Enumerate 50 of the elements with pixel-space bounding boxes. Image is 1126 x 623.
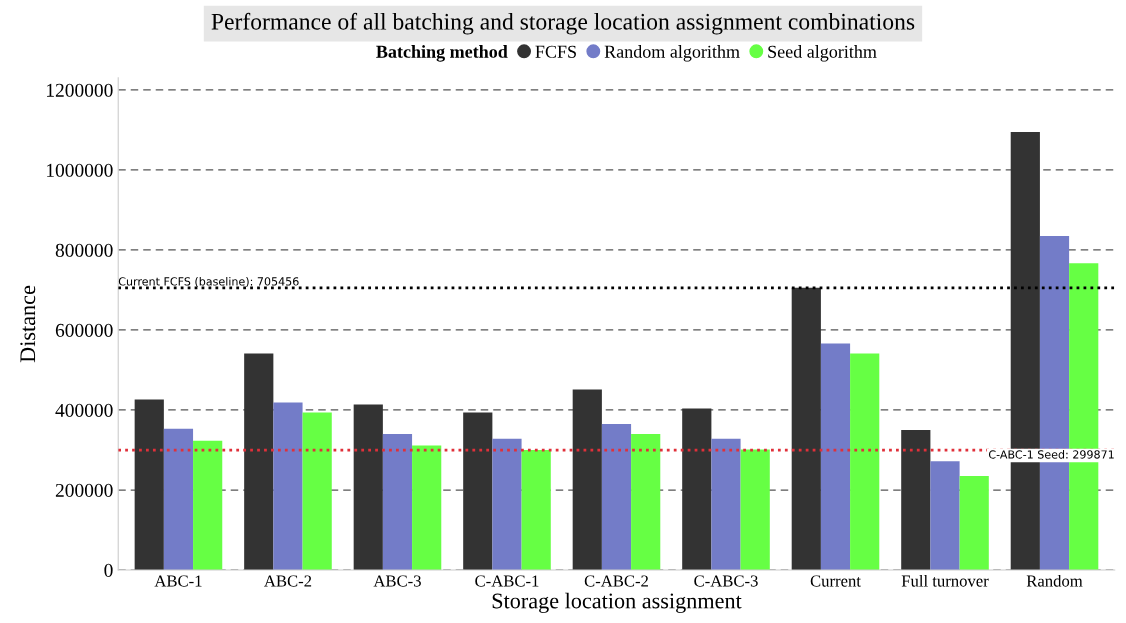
- bar: [412, 445, 442, 571]
- bar: [492, 438, 522, 571]
- bar: [353, 404, 383, 571]
- chart-title: Performance of all batching and storage location assignment combinations: [211, 12, 915, 35]
- y-tick-label: 400000: [55, 403, 113, 417]
- bar: [791, 287, 821, 571]
- ref-line-label: Current FCFS (baseline): 705456: [118, 277, 299, 287]
- y-axis-title: Distance: [20, 285, 36, 363]
- bar: [163, 428, 194, 571]
- bar: [572, 389, 602, 571]
- x-tick-label: Full turnover: [901, 574, 989, 587]
- y-tick-label: 0: [104, 563, 113, 577]
- y-tick-label: 200000: [55, 483, 113, 497]
- x-tick-label: C-ABC-2: [584, 575, 648, 587]
- bar: [273, 402, 303, 571]
- x-tick-label: Current: [810, 575, 861, 587]
- x-tick-label: C-ABC-3: [694, 575, 758, 587]
- bar: [682, 408, 712, 571]
- x-tick-label: ABC-2: [264, 575, 312, 587]
- bar: [463, 412, 493, 571]
- legend-label: Random algorithm: [604, 45, 740, 62]
- bar: [711, 438, 741, 571]
- y-tick-label: 800000: [55, 243, 113, 257]
- x-tick-label: ABC-3: [373, 575, 421, 587]
- bar: [959, 476, 989, 571]
- bar: [521, 450, 551, 571]
- legend-title: Batching method: [376, 45, 508, 62]
- bar: [1039, 235, 1070, 571]
- x-axis-title: Storage location assignment: [492, 592, 742, 614]
- y-tick-label: 1200000: [47, 83, 113, 97]
- legend-label: Seed algorithm: [768, 45, 877, 62]
- y-tick-label: 1000000: [47, 163, 113, 177]
- bar: [901, 430, 931, 571]
- ref-line-label: C-ABC-1 Seed: 299871: [988, 450, 1114, 459]
- y-tick-label: 600000: [55, 323, 113, 337]
- bar: [930, 461, 960, 571]
- bar: [740, 449, 770, 571]
- bar: [302, 412, 332, 571]
- x-tick-label: ABC-1: [154, 575, 202, 587]
- bar: [134, 399, 164, 571]
- x-tick-label: C-ABC-1: [475, 575, 539, 587]
- bar: [601, 423, 632, 571]
- legend-label: FCFS: [535, 45, 576, 58]
- bar: [850, 353, 880, 571]
- bar: [193, 440, 223, 571]
- x-tick-label: Random: [1026, 574, 1083, 587]
- bar: [631, 434, 661, 571]
- bar: [382, 434, 413, 571]
- bar: [820, 343, 851, 571]
- bar: [244, 353, 274, 571]
